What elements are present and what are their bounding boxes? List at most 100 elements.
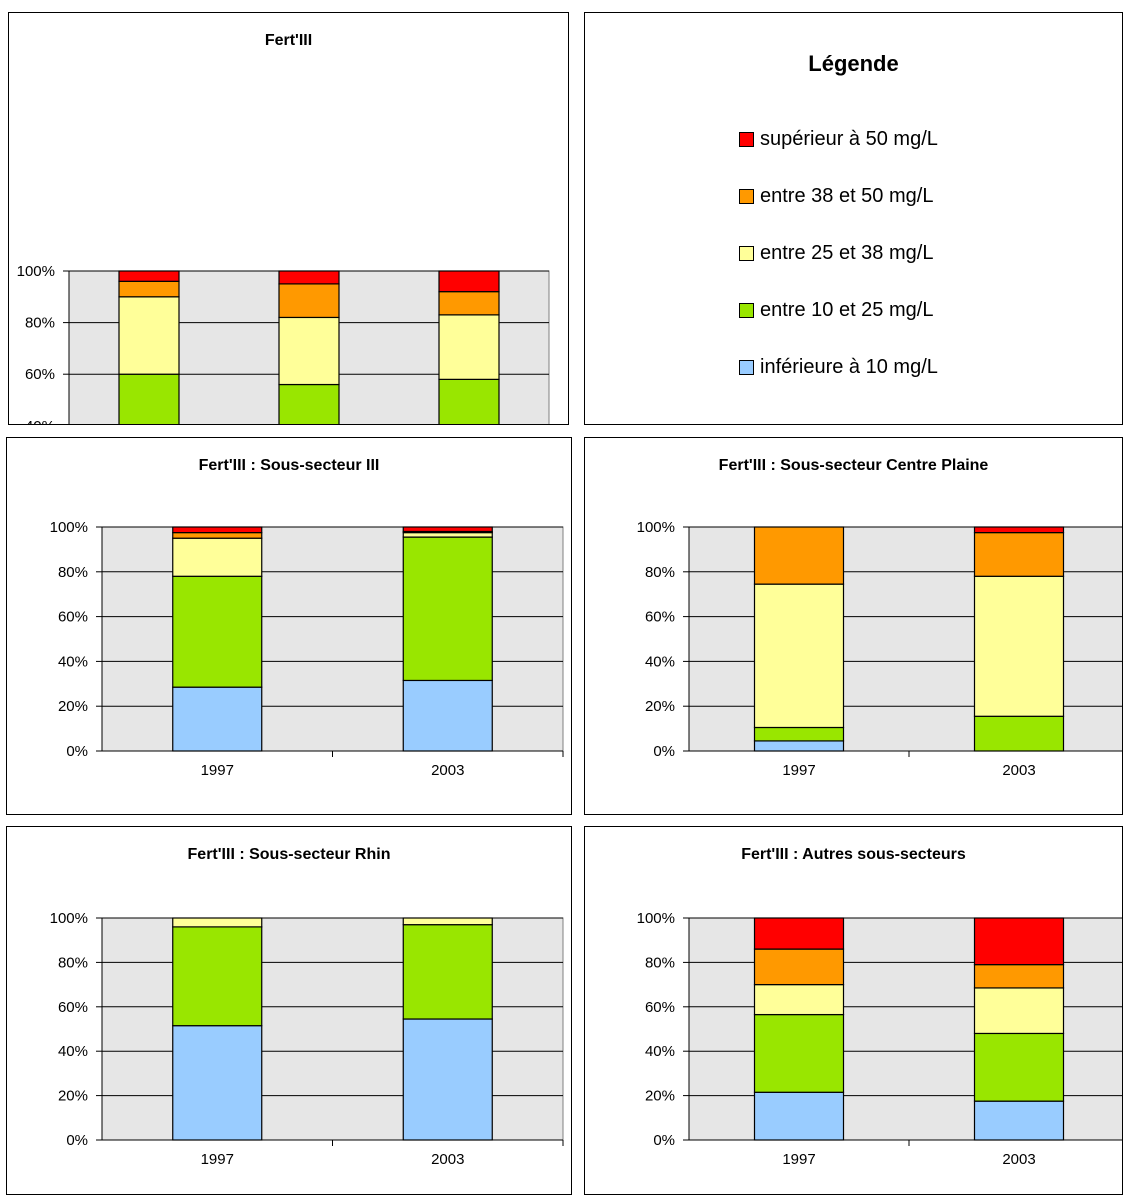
legend-item-10-25: entre 10 et 25 mg/L <box>739 282 938 339</box>
legend-label-25-38: entre 25 et 38 mg/L <box>760 242 934 264</box>
bar-segment-25-38-1997 <box>753 583 845 729</box>
legend-item-38-50: entre 38 et 50 mg/L <box>739 168 938 225</box>
bar-segment-25-38-1997 <box>753 984 845 1016</box>
y-tick-label: 60% <box>58 609 88 626</box>
y-tick-label: 60% <box>645 609 675 626</box>
x-tick-label: 1997 <box>201 762 234 779</box>
bar-segment-38-50-1997 <box>753 948 845 986</box>
bar-segment-inf10-1997 <box>753 740 845 752</box>
chart-title: Fert'III : Sous-secteur Rhin <box>188 846 391 863</box>
bar-segment-25-38-2003 <box>973 987 1065 1035</box>
legend-panel: Légende supérieur à 50 mg/L entre 38 et … <box>584 12 1123 425</box>
chart-panel-autres: Fert'III : Autres sous-secteurs 0% 20% 40% 6… <box>584 826 1123 1195</box>
x-tick-label: 1997 <box>201 1151 234 1168</box>
chart-panel-rhin: Fert'III : Sous-secteur Rhin 0% 20% 40% 60% 8… <box>6 826 572 1195</box>
bar-segment-inf10-1997 <box>172 1025 263 1141</box>
bar-segment-10-25-1997 <box>172 926 263 1027</box>
legend-swatch-sup50 <box>739 132 754 147</box>
legend-label-38-50: entre 38 et 50 mg/L <box>760 185 934 207</box>
y-tick-label: 40% <box>58 653 88 670</box>
bar-segment-inf10-2003 <box>402 1018 493 1141</box>
bar-segment-sup50-1997 <box>753 917 845 950</box>
y-tick-label: 100% <box>637 910 675 927</box>
bar-segment-10-25-2003 <box>973 715 1065 752</box>
y-tick-label: 60% <box>645 999 675 1016</box>
legend-swatch-25-38 <box>739 246 754 261</box>
y-tick-label: 0% <box>66 1132 88 1149</box>
bar-segment-25-38-2003 <box>438 314 500 380</box>
legend-item-25-38: entre 25 et 38 mg/L <box>739 225 938 282</box>
legend-item-sup50: supérieur à 50 mg/L <box>739 111 938 168</box>
bar-segment-sup50-2003 <box>438 270 500 293</box>
legend-swatch-10-25 <box>739 303 754 318</box>
chart-svg-autres: Fert'III : Autres sous-secteurs 0% 20% 40% 6… <box>637 846 1122 1168</box>
chart-svg-rhin: Fert'III : Sous-secteur Rhin 0% 20% 40% 60% 8… <box>50 846 564 1168</box>
plot-area <box>101 917 564 1141</box>
bar-segment-inf10-2003 <box>402 679 493 752</box>
legend-swatch-38-50 <box>739 189 754 204</box>
legend-swatch-inf10 <box>739 360 754 375</box>
y-tick-label: 40% <box>645 653 675 670</box>
y-tick-label: 80% <box>645 954 675 971</box>
legend-label-inf10: inférieure à 10 mg/L <box>760 356 938 378</box>
chart-panel-sous-secteur-3: Fert'III : Sous-secteur III 0% 20% 40% 60% 80… <box>6 437 572 815</box>
plot-area <box>101 526 564 752</box>
bar-segment-10-25-1997 <box>172 575 263 688</box>
y-tick-label: 40% <box>645 1043 675 1060</box>
y-tick-label: 80% <box>645 564 675 581</box>
y-tick-label: 0% <box>653 743 675 760</box>
bar-segment-38-50-1997 <box>753 526 845 585</box>
y-tick-label: 20% <box>58 1088 88 1105</box>
bar-segment-10-25-1997 <box>753 1013 845 1093</box>
y-tick-label: 60% <box>58 999 88 1016</box>
bar-segment-10-25-1997 <box>278 383 340 424</box>
bar-segment-inf10-1997 <box>753 1091 845 1141</box>
y-tick-label: 100% <box>50 910 88 927</box>
legend-label-10-25: entre 10 et 25 mg/L <box>760 299 934 321</box>
bar-segment-10-25-2003 <box>973 1032 1065 1102</box>
legend-title: Légende <box>808 51 899 76</box>
x-tick-label: 2003 <box>431 762 464 779</box>
y-tick-label: 20% <box>645 1088 675 1105</box>
x-tick-label: 2003 <box>431 1151 464 1168</box>
bar-segment-10-25-2003 <box>402 924 493 1020</box>
y-tick-label: 0% <box>66 743 88 760</box>
bar-segment-38-50-1991 <box>118 280 180 298</box>
y-tick-label: 20% <box>58 698 88 715</box>
bar-segment-sup50-2003 <box>402 526 493 533</box>
y-tick-label: 80% <box>25 315 55 332</box>
bar-segment-38-50-2003 <box>973 964 1065 989</box>
y-tick-label: 100% <box>637 519 675 536</box>
y-tick-label: 100% <box>50 519 88 536</box>
legend-list: supérieur à 50 mg/L entre 38 et 50 mg/L … <box>739 111 938 396</box>
bar-segment-25-38-1991 <box>118 296 180 375</box>
bar-segment-25-38-1997 <box>172 917 263 928</box>
x-tick-label: 2003 <box>1002 1151 1035 1168</box>
chart-title: Fert'III : Autres sous-secteurs <box>741 846 966 863</box>
bar-segment-10-25-1997 <box>753 726 845 742</box>
y-tick-label: 60% <box>25 366 55 383</box>
bar-segment-38-50-1997 <box>278 283 340 319</box>
x-tick-label: 1997 <box>782 1151 815 1168</box>
bar-segment-inf10-2003 <box>973 1100 1065 1141</box>
bar-segment-25-38-1997 <box>278 316 340 386</box>
bar-segment-10-25-2003 <box>438 378 500 424</box>
bar-segment-38-50-2003 <box>973 531 1065 577</box>
x-tick-label: 2003 <box>1002 762 1035 779</box>
bar-segment-38-50-1997 <box>172 531 263 539</box>
legend-item-inf10: inférieure à 10 mg/L <box>739 339 938 396</box>
bar-segment-sup50-1997 <box>172 526 263 534</box>
bar-segment-inf10-1997 <box>172 686 263 752</box>
y-tick-label: 80% <box>58 954 88 971</box>
chart-svg-centre-plaine: Fert'III : Sous-secteur Centre Plaine 0% 2… <box>637 457 1122 779</box>
bar-segment-sup50-1991 <box>118 270 180 282</box>
y-tick-label: 0% <box>653 1132 675 1149</box>
x-tick-label: 1997 <box>782 762 815 779</box>
y-tick-label: 100% <box>17 263 55 280</box>
bar-segment-sup50-2003 <box>973 917 1065 966</box>
bar-segment-sup50-1997 <box>278 270 340 285</box>
chart-title: Fert'III : Sous-secteur III <box>199 457 380 474</box>
chart-svg-sous-secteur-3: Fert'III : Sous-secteur III 0% 20% 40% 60% 80… <box>50 457 564 779</box>
